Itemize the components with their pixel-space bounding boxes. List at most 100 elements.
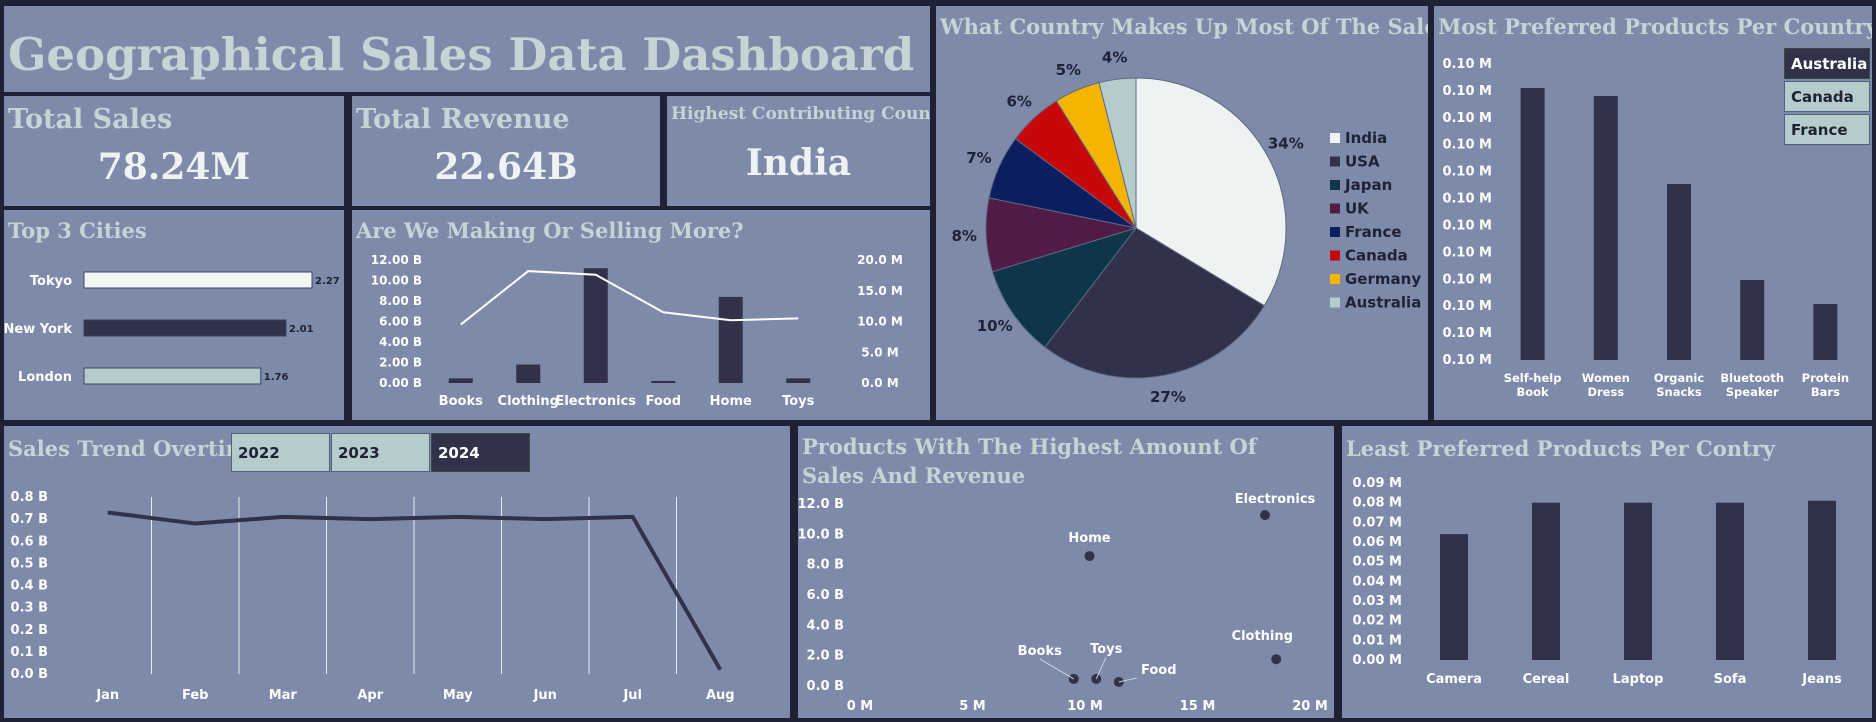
city-label: Tokyo [30, 274, 72, 289]
scatter-panel: Products With The Highest Amount Of Sale… [796, 424, 1336, 720]
city-value-label: 2.01 [289, 324, 314, 335]
title-panel: Geographical Sales Data Dashboard [2, 4, 932, 94]
y-tick-label: 0.4 B [11, 579, 48, 594]
x-tick-label: Organic [1654, 371, 1705, 385]
x-tick-label: Mar [269, 688, 298, 703]
year-slicer-item[interactable]: 2023 [331, 433, 430, 472]
trend-line [107, 510, 722, 671]
legend-swatch [1330, 274, 1340, 284]
y-tick-label: 0.03 M [1352, 594, 1402, 609]
city-label: London [18, 370, 72, 385]
kpi-value: 78.24M [97, 146, 251, 188]
x-tick-label: Apr [357, 688, 383, 703]
preferred-bar [1593, 96, 1618, 360]
y-tick-label: 2.0 B [807, 649, 844, 664]
x-tick-label: Home [710, 394, 752, 409]
y-tick-label: 0.10 M [1442, 57, 1492, 72]
y-right-tick-label: 20.0 M [857, 253, 903, 267]
x-tick-label: Self-help [1504, 371, 1562, 385]
preferred-panel: Most Preferred Products Per Country 0.10… [1432, 4, 1874, 422]
pie-slice [1044, 227, 1266, 379]
x-tick-label: May [443, 688, 473, 703]
x-tick-label: Electronics [555, 394, 636, 409]
y-tick-label: 0.02 M [1352, 614, 1402, 629]
y-tick-label: 0.2 B [11, 623, 48, 638]
y-left-tick-label: 2.00 B [379, 356, 422, 370]
x-tick-label: Snacks [1656, 385, 1702, 399]
pie-value-label: 34% [1268, 135, 1304, 153]
country-slicer-item[interactable]: Australia [1784, 48, 1870, 79]
legend-label: Australia [1345, 294, 1421, 312]
country-slicer-item[interactable]: France [1784, 114, 1870, 145]
x-tick-label: Women [1582, 371, 1630, 385]
scatter-label: Books [1018, 644, 1062, 659]
scatter-point [1113, 676, 1124, 687]
y-tick-label: 4.0 B [807, 618, 844, 633]
x-tick-label: Clothing [498, 394, 559, 409]
y-tick-label: 0.00 M [1352, 653, 1402, 668]
legend-swatch [1330, 180, 1340, 190]
x-tick-label: Cereal [1523, 672, 1570, 687]
scatter-label: Food [1141, 663, 1177, 678]
panel-title: Least Preferred Products Per Contry [1346, 436, 1776, 461]
x-tick-label: Laptop [1613, 672, 1664, 687]
y-tick-label: 0.10 M [1442, 111, 1492, 126]
kpi-value: India [745, 142, 852, 184]
panel-title: Are We Making Or Selling More? [356, 218, 744, 243]
x-tick-label: 5 M [959, 699, 986, 714]
y-left-tick-label: 6.00 B [379, 315, 422, 329]
least-chart: 0.00 M 0.01 M 0.02 M 0.03 M 0.04 M 0.05 M 0.06… [1352, 476, 1842, 687]
x-tick-label: 0 M [847, 699, 874, 714]
legend-swatch [1330, 203, 1340, 214]
y-tick-label: 0.09 M [1352, 476, 1402, 491]
year-slicer-item[interactable]: 2022 [231, 433, 330, 472]
y-tick-label: 0.07 M [1352, 515, 1402, 530]
least-bar [1808, 500, 1836, 660]
panel-title: Top 3 Cities [8, 218, 147, 243]
y-tick-label: 0.6 B [11, 534, 48, 549]
least-bar [1440, 534, 1468, 660]
y-tick-label: 8.0 B [807, 558, 844, 573]
scatter-leader [1118, 677, 1137, 683]
kpi-label: Total Revenue [356, 104, 570, 135]
legend-swatch [1330, 297, 1340, 308]
y-tick-label: 0.01 M [1352, 633, 1402, 648]
kpi-total-revenue: Total Revenue 22.64B [350, 94, 662, 208]
legend-label: France [1345, 223, 1402, 241]
panel-title: Most Preferred Products Per Country [1438, 14, 1874, 39]
x-tick-label: Books [439, 394, 483, 409]
scatter-point [1271, 654, 1282, 665]
x-tick-label: Toys [782, 394, 815, 409]
y-tick-label: 0.04 M [1352, 574, 1402, 589]
y-tick-label: 0.10 M [1442, 192, 1492, 207]
y-tick-label: 0.10 M [1442, 299, 1492, 314]
city-value-label: 2.27 [315, 276, 340, 287]
y-left-tick-label: 12.00 B [371, 253, 422, 267]
preferred-bar [1667, 184, 1691, 360]
y-right-tick-label: 5.0 M [861, 345, 898, 359]
panel-title: Products With The Highest Amount Of Sale… [802, 434, 1257, 488]
year-slicer-item[interactable]: 2024 [431, 433, 530, 472]
y-tick-label: 0.8 B [11, 490, 48, 505]
country-slicer-item[interactable]: Canada [1784, 81, 1870, 112]
pie-value-label: 5% [1056, 61, 1081, 79]
x-tick-label: Feb [182, 688, 208, 703]
x-tick-label: Sofa [1714, 672, 1747, 687]
x-tick-label: 20 M [1292, 699, 1328, 714]
pie-value-label: 7% [966, 149, 991, 167]
y-tick-label: 0.0 B [807, 679, 844, 694]
y-tick-label: 0.10 M [1442, 272, 1492, 287]
pie-value-label: 10% [977, 317, 1013, 335]
y-tick-label: 0.5 B [11, 556, 48, 571]
legend-label: Canada [1345, 247, 1408, 265]
y-tick-label: 0.7 B [11, 512, 48, 527]
trend-chart: 0.0 B 0.1 B 0.2 B 0.3 B 0.4 B 0.5 B 0.6 B 0.7 B… [11, 490, 735, 703]
legend-swatch [1330, 133, 1340, 143]
combo-bar [583, 268, 608, 383]
scatter-leader [1039, 658, 1075, 680]
city-value-label: 1.76 [264, 372, 289, 383]
scatter-label: Clothing [1232, 629, 1293, 644]
scatter-label: Toys [1090, 642, 1123, 657]
scatter-chart: 0.0 B 2.0 B 4.0 B 6.0 B 8.0 B 10.0 B 12.0 B 0 M… [798, 492, 1328, 714]
